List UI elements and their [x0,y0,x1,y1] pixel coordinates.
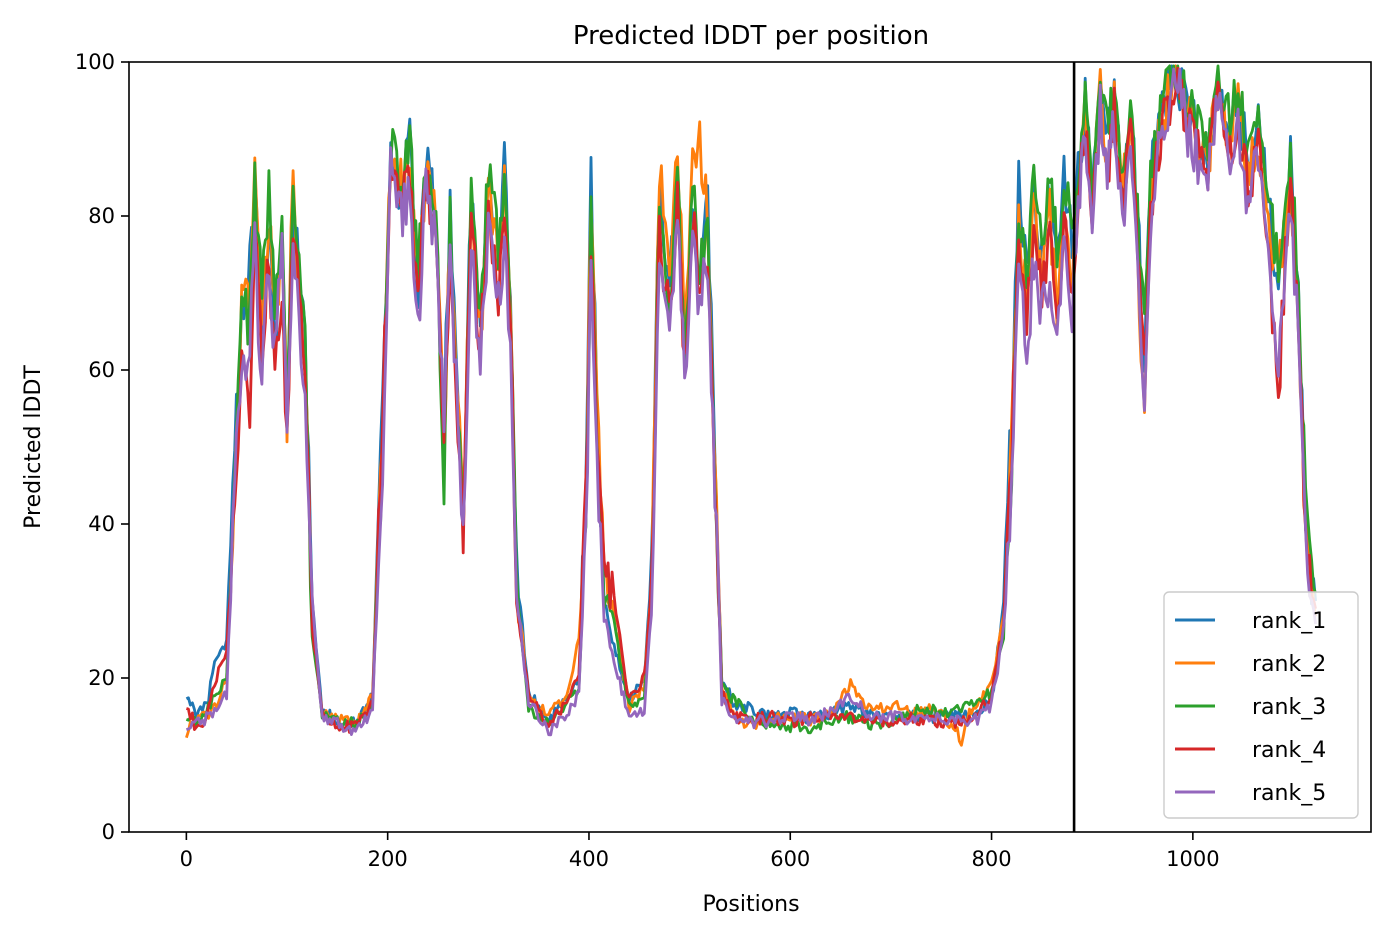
x-tick-label: 0 [180,847,193,871]
x-tick-label: 200 [368,847,408,871]
x-tick-label: 1000 [1166,847,1219,871]
legend-label-rank_5: rank_5 [1252,781,1326,806]
x-axis-ticks: 0 200 400 600 800 1000 [180,832,1220,871]
x-tick-label: 800 [972,847,1012,871]
y-tick-label: 0 [102,820,115,844]
legend: rank_1 rank_2 rank_3 rank_4 rank_5 [1163,591,1359,819]
legend-label-rank_2: rank_2 [1252,652,1326,677]
legend-box [1163,591,1359,819]
plot-frame [128,61,1372,833]
y-tick-label: 20 [88,666,115,690]
y-axis-ticks: 0 20 40 60 80 100 [75,50,129,844]
y-tick-label: 60 [88,358,115,382]
y-axis-label: Predicted lDDT [21,365,46,529]
chart-title: Predicted lDDT per position [573,21,929,51]
series-line-rank_5 [185,67,1317,737]
y-tick-label: 40 [88,512,115,536]
x-tick-label: 400 [569,847,609,871]
legend-label-rank_3: rank_3 [1252,695,1326,720]
plot-area [185,64,1317,747]
y-tick-label: 80 [88,204,115,228]
y-tick-label: 100 [75,50,115,74]
x-tick-label: 600 [770,847,810,871]
x-axis-label: Positions [702,892,799,917]
series-layer [185,64,1317,747]
legend-label-rank_1: rank_1 [1252,609,1326,634]
legend-label-rank_4: rank_4 [1252,738,1326,763]
